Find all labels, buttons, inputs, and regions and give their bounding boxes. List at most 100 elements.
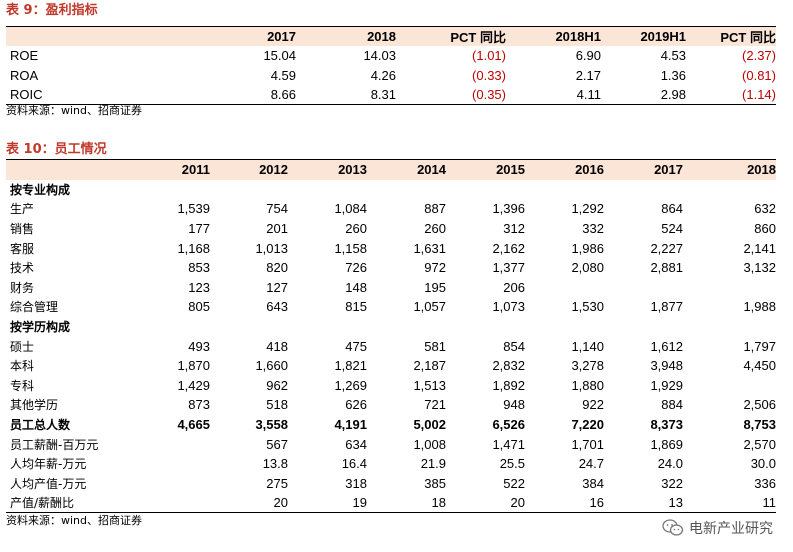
table-cell: 3,278 [571,358,604,374]
table-cell [604,180,683,200]
table-cell: 4,450 [743,358,776,374]
table-cell: 8.66 [270,87,296,102]
table-cell [604,277,683,297]
table-cell: 1,292 [571,201,604,217]
table-cell [136,180,210,200]
table-cell: 3,558 [255,416,288,432]
table-cell: 2.17 [575,67,601,83]
table-cell: 318 [345,475,367,491]
table-cell: 1,013 [255,240,288,256]
header-cell: 2012 [259,162,288,178]
table-cell: 1,870 [177,358,210,374]
table-cell [525,180,604,200]
table-cell: 1,821 [334,358,367,374]
table-cell: 1,877 [650,299,683,315]
table-cell [288,180,367,200]
header-cell: 2019H1 [640,29,686,44]
table-row: ROE 15.04 14.03 (1.01) 6.90 4.53 (2.37) [6,46,776,66]
table-cell: 873 [188,397,210,413]
table-cell: 21.9 [420,456,446,472]
table-cell [210,317,288,337]
table-cell: 1,869 [650,436,683,452]
table9-title: 表 9：盈利指标 [6,3,98,18]
table-row: 硕士 493 418 475 581 854 1,140 1,612 1,797 [6,336,776,356]
table-cell: 4.11 [576,87,601,102]
table-row: 员工薪酬-百万元 567 634 1,008 1,471 1,701 1,869 2,570 [6,434,776,454]
header-cell: 2015 [496,162,525,178]
table-cell: 860 [754,220,776,236]
table-cell: 336 [754,475,776,491]
header-cell: PCT 同比 [720,30,776,45]
table-cell: (0.81) [742,67,776,83]
table-cell: 2.98 [660,87,686,102]
table-row: 生产 1,539 754 1,084 887 1,396 1,292 864 632 [6,199,776,219]
table-cell: 1,377 [492,260,525,276]
wechat-icon [662,519,684,537]
table-cell: 815 [345,299,367,315]
table-cell: 177 [188,220,210,236]
table-cell: 853 [188,260,210,276]
watermark: 电新产业研究 [662,518,773,538]
table-cell: 1,057 [413,299,446,315]
table-cell [525,317,604,337]
row-label: 专科 [10,378,35,393]
row-label: 员工薪酬-百万元 [10,437,99,452]
row-label: 本科 [10,359,35,374]
table-cell: 2,227 [650,240,683,256]
table-row: 其他学历 873 518 626 721 948 922 884 2,506 [6,395,776,415]
table-cell: 1,471 [492,436,525,452]
table-cell: 524 [661,220,683,236]
table-cell: 2,162 [492,240,525,256]
row-label: 技术 [10,261,35,276]
table-cell: 1,008 [413,436,446,452]
table10-source: 资料来源：wind、招商证券 [6,514,143,527]
table-cell: 25.5 [499,456,525,472]
table-cell: 1,140 [571,338,604,354]
header-cell: 2018H1 [555,29,601,44]
table-cell: 1,797 [743,338,776,354]
table-row: 人均年薪-万元 13.8 16.4 21.9 25.5 24.7 24.0 30.0 [6,454,776,474]
employee-table: 2011 2012 2013 2014 2015 2016 2017 2018 … [6,159,776,513]
section-row: 按学历构成 [6,317,776,337]
table-cell: 1,929 [650,377,683,393]
header-cell: 2018 [367,29,396,44]
table-cell: 2,506 [743,397,776,413]
table-cell [683,375,776,395]
row-label: 其他学历 [10,398,59,413]
table-cell: 5,002 [413,416,446,432]
table-cell: 1,612 [650,338,683,354]
table-cell: 127 [266,279,288,295]
row-label: 员工总人数 [10,417,71,432]
table-cell: 4,191 [334,416,367,432]
table-cell: 6,526 [492,416,525,432]
table-cell [136,454,210,474]
table-cell [683,317,776,337]
header-cell: 2016 [575,162,604,178]
table-cell [288,317,367,337]
table-cell: 1,880 [571,377,604,393]
table-cell: 1,530 [571,299,604,315]
table-cell: 4.53 [660,48,686,64]
table-cell: 195 [424,279,446,295]
table-cell: 1,168 [177,240,210,256]
table-cell: 418 [266,338,288,354]
table-cell [446,317,525,337]
table-cell: 20 [273,495,288,511]
table-cell: 4.26 [370,67,396,83]
table-row: 专科 1,429 962 1,269 1,513 1,892 1,880 1,929 [6,375,776,395]
table-cell: 275 [266,475,288,491]
table-cell: 8,373 [650,416,683,432]
table-cell: 384 [582,475,604,491]
table-cell: 6.90 [575,48,601,64]
table-cell: 1,986 [571,240,604,256]
table-cell: 2,141 [743,240,776,256]
table-row: 本科 1,870 1,660 1,821 2,187 2,832 3,278 3,948 4,4… [6,356,776,376]
table-cell: 13.8 [262,456,288,472]
table-cell: 1,513 [413,377,446,393]
table-cell: 312 [503,220,525,236]
table-cell: 634 [345,436,367,452]
table-cell: 626 [345,397,367,413]
table-cell: 24.0 [657,456,683,472]
table-cell: 1,631 [413,240,446,256]
table-cell: 948 [503,397,525,413]
